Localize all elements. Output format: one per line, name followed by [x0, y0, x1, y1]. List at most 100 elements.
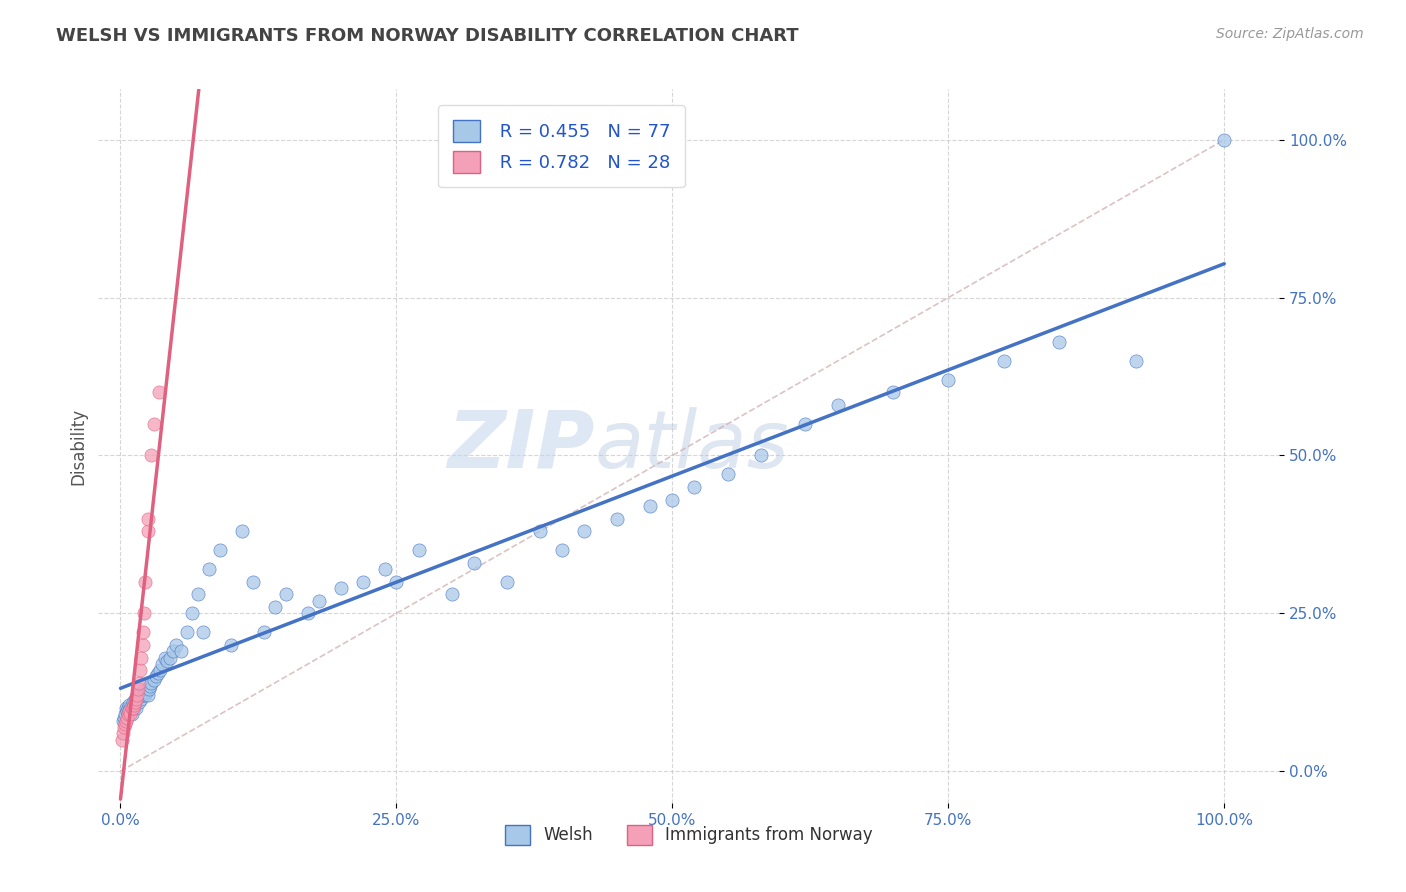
Point	[115, 704, 138, 718]
Point	[125, 691, 148, 706]
Point	[132, 682, 155, 697]
Point	[882, 385, 904, 400]
Legend: Welsh, Immigrants from Norway: Welsh, Immigrants from Norway	[499, 818, 879, 852]
Point	[198, 562, 221, 576]
Point	[606, 511, 628, 525]
Point	[114, 707, 136, 722]
Point	[131, 625, 153, 640]
Point	[208, 543, 231, 558]
Point	[219, 638, 242, 652]
Point	[827, 398, 849, 412]
Point	[136, 511, 159, 525]
Point	[115, 714, 138, 728]
Point	[1125, 353, 1147, 368]
Point	[661, 492, 683, 507]
Point	[148, 385, 170, 400]
Point	[111, 714, 134, 728]
Point	[117, 707, 139, 722]
Point	[146, 666, 169, 681]
Point	[120, 701, 142, 715]
Point	[131, 689, 153, 703]
Point	[120, 707, 142, 722]
Point	[142, 417, 165, 431]
Point	[936, 373, 959, 387]
Point	[1047, 334, 1070, 349]
Point	[115, 710, 138, 724]
Text: atlas: atlas	[595, 407, 789, 485]
Point	[125, 701, 148, 715]
Point	[131, 691, 153, 706]
Point	[125, 689, 148, 703]
Point	[142, 673, 165, 687]
Point	[135, 685, 157, 699]
Point	[170, 644, 193, 658]
Point	[141, 675, 163, 690]
Point	[122, 698, 145, 712]
Point	[136, 689, 159, 703]
Point	[408, 543, 430, 558]
Point	[440, 587, 463, 601]
Point	[162, 644, 184, 658]
Point	[124, 695, 146, 709]
Point	[176, 625, 198, 640]
Point	[153, 650, 176, 665]
Point	[529, 524, 551, 539]
Point	[264, 600, 287, 615]
Point	[138, 682, 160, 697]
Point	[187, 587, 209, 601]
Point	[131, 650, 153, 665]
Point	[121, 701, 143, 715]
Text: WELSH VS IMMIGRANTS FROM NORWAY DISABILITY CORRELATION CHART: WELSH VS IMMIGRANTS FROM NORWAY DISABILI…	[56, 27, 799, 45]
Point	[156, 654, 179, 668]
Point	[274, 587, 297, 601]
Point	[993, 353, 1015, 368]
Point	[1213, 133, 1236, 147]
Point	[572, 524, 595, 539]
Point	[112, 720, 135, 734]
Point	[136, 524, 159, 539]
Text: ZIP: ZIP	[447, 407, 595, 485]
Point	[253, 625, 276, 640]
Point	[121, 701, 143, 715]
Point	[152, 657, 174, 671]
Point	[149, 663, 172, 677]
Point	[111, 726, 134, 740]
Point	[193, 625, 215, 640]
Point	[640, 499, 662, 513]
Point	[118, 698, 141, 712]
Point	[117, 701, 139, 715]
Point	[121, 707, 143, 722]
Text: Source: ZipAtlas.com: Source: ZipAtlas.com	[1216, 27, 1364, 41]
Point	[127, 682, 149, 697]
Point	[134, 574, 156, 589]
Point	[181, 607, 204, 621]
Point	[134, 689, 156, 703]
Point	[129, 689, 152, 703]
Point	[122, 701, 145, 715]
Point	[136, 682, 159, 697]
Point	[352, 574, 374, 589]
Point	[683, 480, 706, 494]
Point	[127, 691, 149, 706]
Point	[308, 593, 330, 607]
Point	[139, 679, 162, 693]
Point	[297, 607, 319, 621]
Point	[131, 638, 153, 652]
Point	[159, 650, 181, 665]
Point	[128, 695, 150, 709]
Point	[793, 417, 815, 431]
Point	[145, 669, 167, 683]
Point	[551, 543, 574, 558]
Point	[115, 701, 138, 715]
Point	[242, 574, 264, 589]
Point	[231, 524, 253, 539]
Point	[128, 675, 150, 690]
Point	[374, 562, 396, 576]
Point	[132, 607, 155, 621]
Point	[385, 574, 408, 589]
Point	[749, 449, 772, 463]
Point	[463, 556, 485, 570]
Point	[114, 717, 136, 731]
Point	[118, 704, 141, 718]
Point	[112, 710, 135, 724]
